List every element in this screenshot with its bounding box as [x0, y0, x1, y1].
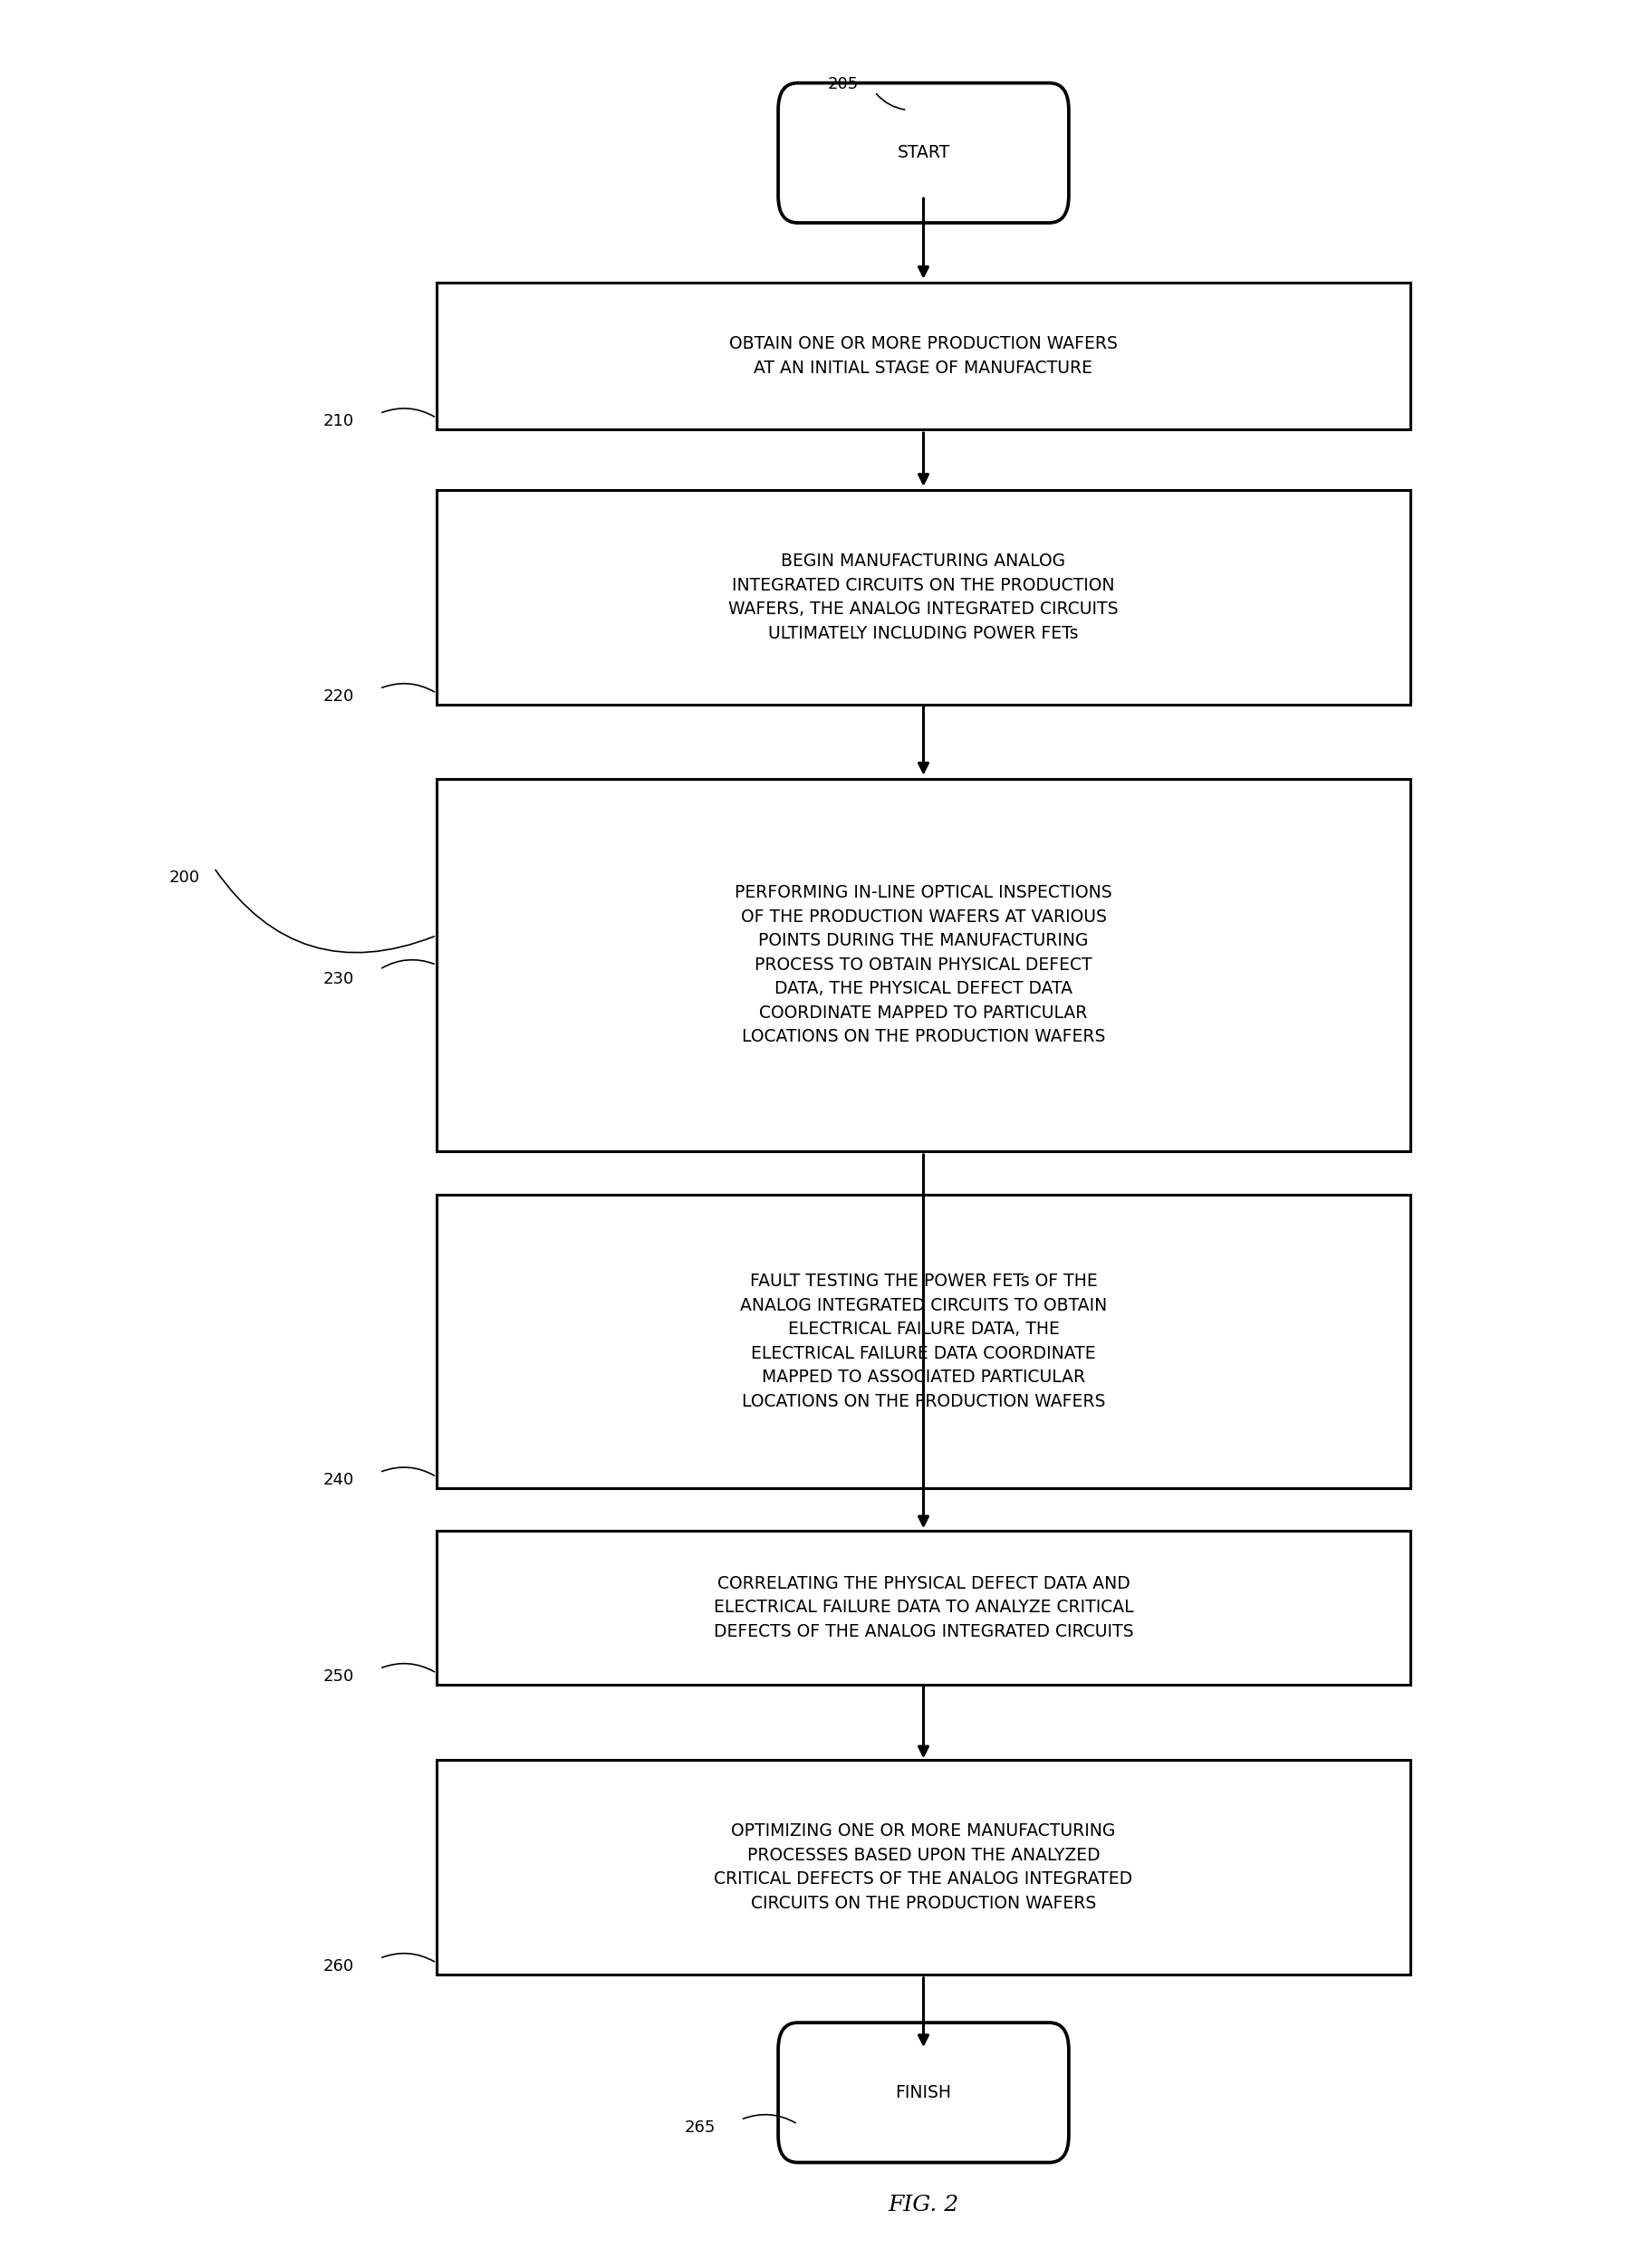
Text: BEGIN MANUFACTURING ANALOG
INTEGRATED CIRCUITS ON THE PRODUCTION
WAFERS, THE ANA: BEGIN MANUFACTURING ANALOG INTEGRATED CI…: [728, 553, 1118, 642]
FancyBboxPatch shape: [778, 2023, 1068, 2161]
Text: 260: 260: [322, 1957, 353, 1973]
Text: OBTAIN ONE OR MORE PRODUCTION WAFERS
AT AN INITIAL STAGE OF MANUFACTURE: OBTAIN ONE OR MORE PRODUCTION WAFERS AT …: [729, 336, 1117, 376]
Text: 205: 205: [827, 75, 858, 93]
Bar: [437, 284, 1409, 429]
Text: FAULT TESTING THE POWER FETs OF THE
ANALOG INTEGRATED CIRCUITS TO OBTAIN
ELECTRI: FAULT TESTING THE POWER FETs OF THE ANAL…: [739, 1272, 1107, 1411]
Text: FIG. 2: FIG. 2: [888, 2195, 958, 2216]
Bar: [437, 1195, 1409, 1488]
Text: 250: 250: [322, 1667, 353, 1685]
FancyBboxPatch shape: [778, 84, 1068, 222]
Text: 220: 220: [322, 687, 353, 705]
Bar: [437, 1760, 1409, 1973]
Bar: [437, 1531, 1409, 1685]
Text: 210: 210: [322, 413, 353, 429]
Text: OPTIMIZING ONE OR MORE MANUFACTURING
PROCESSES BASED UPON THE ANALYZED
CRITICAL : OPTIMIZING ONE OR MORE MANUFACTURING PRO…: [714, 1823, 1131, 1912]
Text: 265: 265: [683, 2118, 714, 2136]
Text: 230: 230: [322, 971, 353, 987]
Text: START: START: [896, 145, 950, 161]
Bar: [437, 778, 1409, 1150]
Text: PERFORMING IN-LINE OPTICAL INSPECTIONS
OF THE PRODUCTION WAFERS AT VARIOUS
POINT: PERFORMING IN-LINE OPTICAL INSPECTIONS O…: [734, 885, 1112, 1046]
Text: CORRELATING THE PHYSICAL DEFECT DATA AND
ELECTRICAL FAILURE DATA TO ANALYZE CRIT: CORRELATING THE PHYSICAL DEFECT DATA AND…: [713, 1574, 1133, 1640]
Text: 240: 240: [322, 1472, 353, 1488]
Bar: [437, 490, 1409, 705]
Text: FINISH: FINISH: [894, 2084, 952, 2100]
Text: 200: 200: [168, 869, 199, 887]
